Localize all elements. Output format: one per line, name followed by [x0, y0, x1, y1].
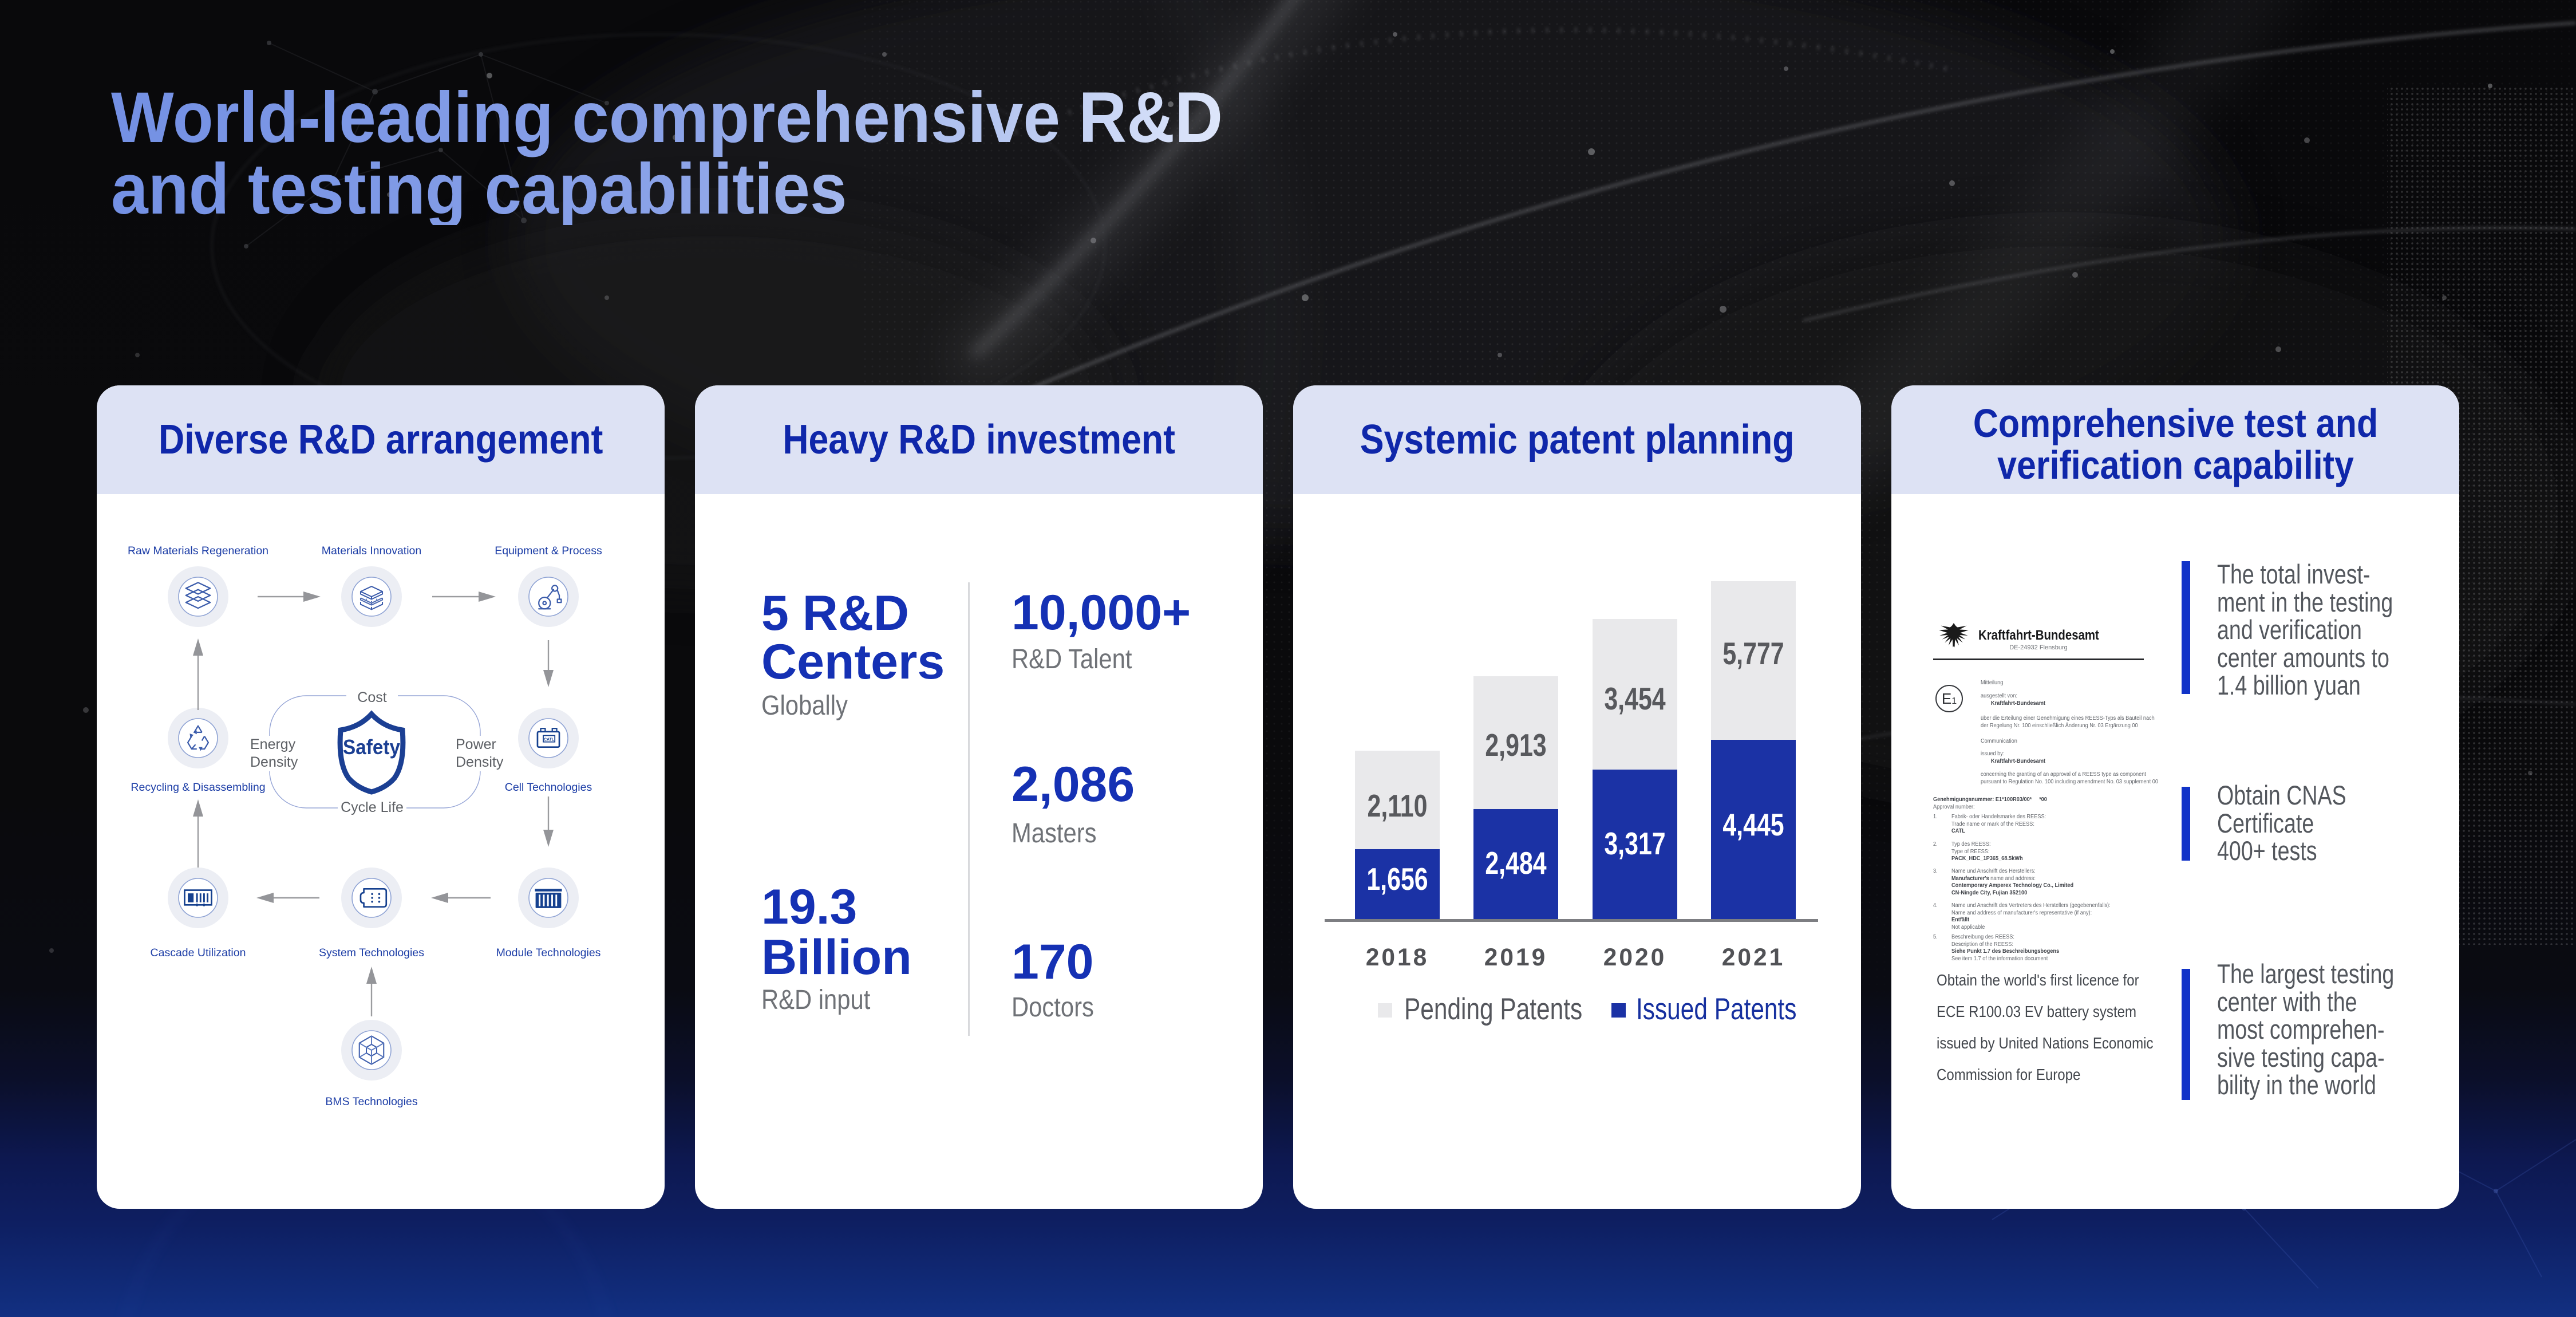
svg-text:CATL: CATL: [544, 738, 555, 742]
svg-text:Safety: Safety: [343, 735, 400, 759]
